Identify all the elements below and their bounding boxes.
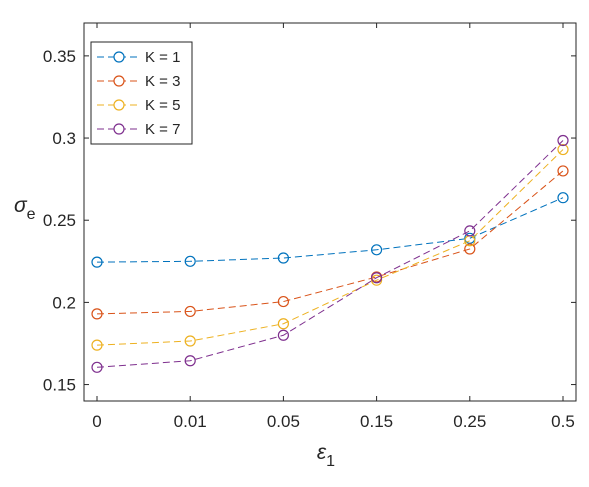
legend-marker [113,75,125,87]
legend-label: K = 7 [145,121,180,138]
data-point-marker [557,165,569,177]
series-2 [91,165,569,320]
data-point-marker [184,255,196,267]
legend-item: K = 1 [97,49,180,66]
legend: K = 1 K = 3 K = 5 K = 7 [90,41,193,145]
y-tick-label: 0.35 [43,47,76,66]
data-point-marker [371,272,383,284]
x-tick-label: 0.25 [453,412,486,431]
series-line [96,170,564,315]
data-point-marker [464,225,476,237]
legend-label: K = 1 [145,49,180,66]
y-tick-label: 0.2 [52,293,76,312]
data-point-marker [277,329,289,341]
data-point-marker [557,134,569,147]
legend-marker [113,123,125,135]
legend-item: K = 7 [97,121,180,138]
legend-marker [113,99,125,111]
series-line [96,197,564,263]
legend-label: K = 3 [145,73,180,90]
series-layer [91,134,569,373]
data-point-marker [184,335,196,347]
data-point-marker [184,355,196,367]
data-point-marker [371,244,383,256]
data-point-marker [557,143,569,156]
data-point-marker [184,305,196,318]
x-tick-label: 0 [92,412,101,431]
legend-marker [113,51,125,63]
x-axis-title-subscript: 1 [326,453,335,470]
series-4 [91,134,569,373]
data-point-marker [277,252,289,264]
series-line [96,140,564,368]
legend-box [90,41,193,145]
y-axis-title: σe [14,194,36,223]
x-tick-label: 0.5 [551,412,575,431]
legend-items: K = 1 K = 3 K = 5 K = 7 [97,49,180,138]
series-3 [91,143,569,351]
legend-label: K = 5 [145,97,180,114]
data-point-marker [91,308,103,320]
x-tick-label: 0.15 [360,412,393,431]
x-axis-title: ε1 [317,441,335,470]
series-line [96,149,564,346]
series-1 [91,192,569,268]
legend-item: K = 5 [97,97,180,114]
plot-area-frame [83,22,577,402]
x-tick-label: 0.01 [174,412,207,431]
data-point-marker [277,295,289,308]
legend-item: K = 3 [97,73,180,90]
data-point-marker [464,243,476,255]
y-axis-title-subscript: e [27,206,36,223]
data-point-marker [557,192,569,204]
data-point-marker [91,361,103,373]
x-tick-label: 0.05 [267,412,300,431]
y-tick-label: 0.25 [43,211,76,230]
y-tick-label: 0.15 [43,376,76,395]
data-point-marker [91,339,103,351]
data-point-marker [91,256,103,268]
data-point-marker [277,318,289,330]
y-tick-label: 0.3 [52,129,76,148]
axis-ticks: 0 0.01 0.05 0.15 0.25 0.5 0.15 0.2 0.25 0.3 0.35 [43,23,576,431]
